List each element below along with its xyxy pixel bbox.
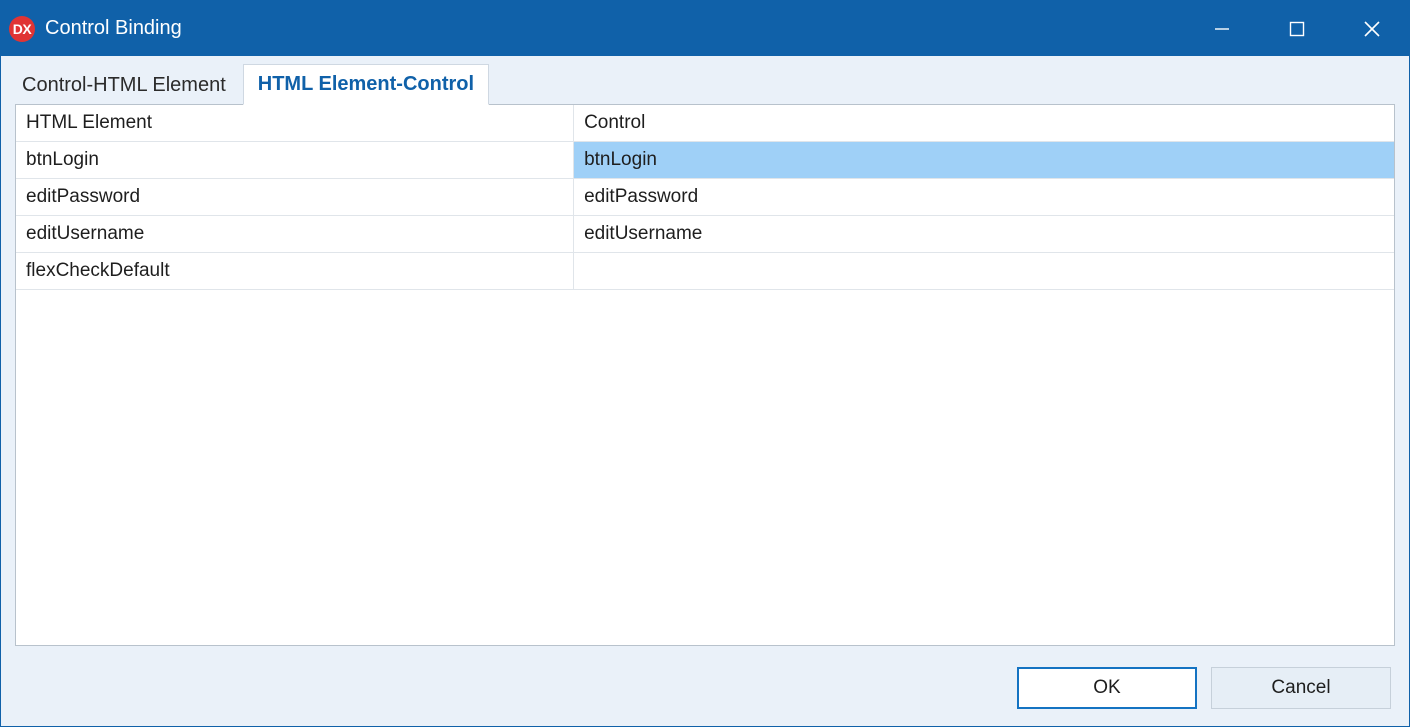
dialog-window: DX Control Binding Control- [0,0,1410,727]
grid-cell-control[interactable]: editUsername [574,216,1394,253]
grid-cell-html-element[interactable]: btnLogin [16,142,574,179]
grid-cell-html-element[interactable]: editPassword [16,179,574,216]
grid-cell-control[interactable]: editPassword [574,179,1394,216]
grid-cell-control[interactable] [574,253,1394,290]
grid-cell-control[interactable]: btnLogin [574,142,1394,179]
maximize-icon [1289,21,1305,37]
minimize-button[interactable] [1184,1,1259,56]
grid-cell-html-element[interactable]: editUsername [16,216,574,253]
maximize-button[interactable] [1259,1,1334,56]
window-title: Control Binding [45,17,182,40]
column-header-control[interactable]: Control [574,105,1394,142]
app-icon: DX [9,16,35,42]
window-controls [1184,1,1409,56]
grid-cell-html-element[interactable]: flexCheckDefault [16,253,574,290]
ok-button[interactable]: OK [1017,667,1197,709]
tab-html-element-control[interactable]: HTML Element-Control [243,64,489,105]
tab-bar: Control-HTML Element HTML Element-Contro… [1,56,1409,104]
binding-grid-panel: HTML Element Control btnLogin btnLogin e… [15,104,1395,646]
tab-control-html-element[interactable]: Control-HTML Element [7,65,241,105]
titlebar: DX Control Binding [1,1,1409,56]
binding-grid: HTML Element Control btnLogin btnLogin e… [16,105,1394,290]
column-header-html-element[interactable]: HTML Element [16,105,574,142]
dialog-footer: OK Cancel [1,656,1409,726]
close-icon [1363,20,1381,38]
cancel-button[interactable]: Cancel [1211,667,1391,709]
close-button[interactable] [1334,1,1409,56]
minimize-icon [1214,21,1230,37]
